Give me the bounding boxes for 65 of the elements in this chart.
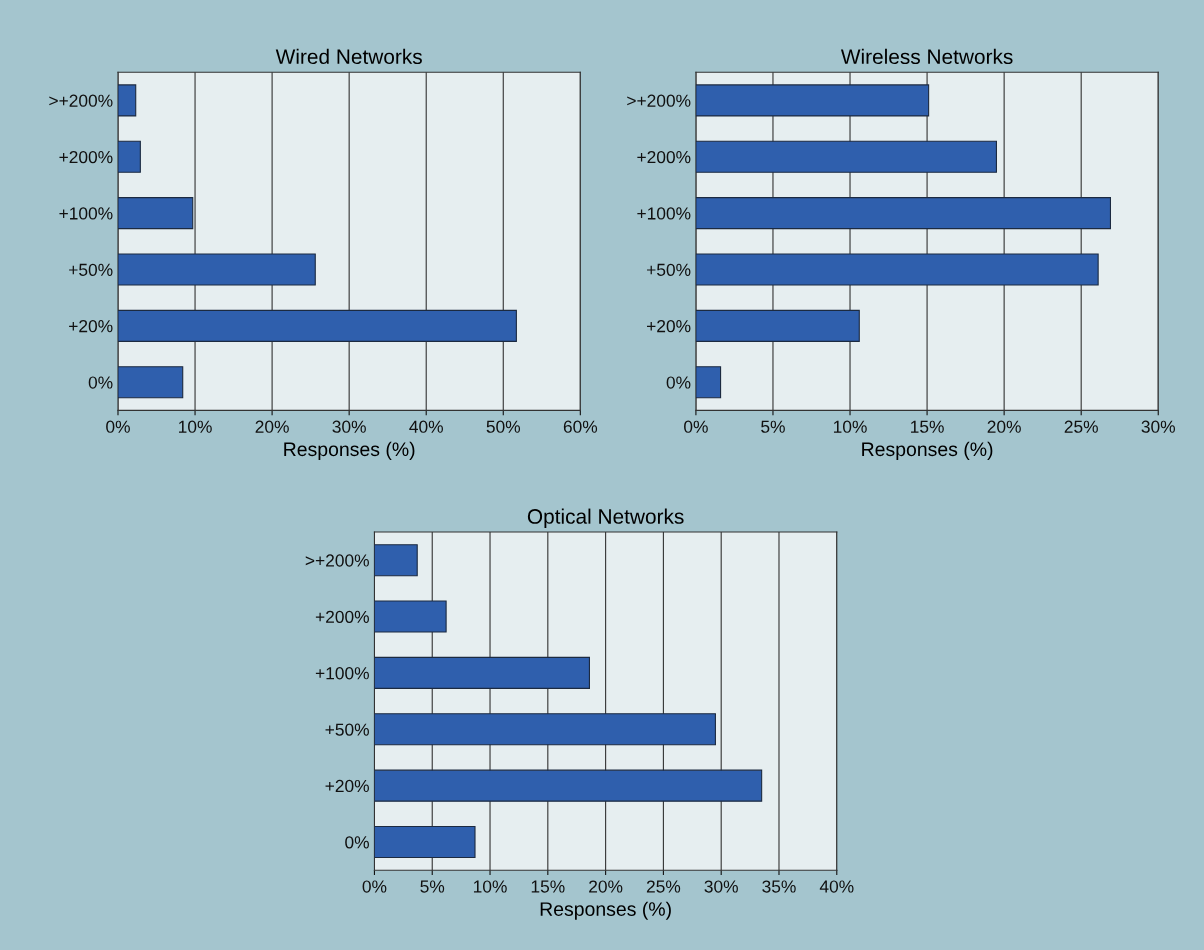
y-tick-label: +20% xyxy=(325,779,369,793)
x-tick-label: 10% xyxy=(179,420,212,433)
x-tick-label: 30% xyxy=(1141,420,1175,433)
bar xyxy=(695,253,1099,286)
y-tick-label: +50% xyxy=(325,723,369,736)
x-tick-label: 0% xyxy=(106,420,130,433)
x-axis-title: Responses (%) xyxy=(540,901,671,920)
y-tick-label: 0% xyxy=(88,376,113,389)
y-tick-label: +100% xyxy=(59,207,113,220)
x-tick-label: 5% xyxy=(420,880,445,893)
chart-title: Wired Networks xyxy=(275,48,422,65)
bar xyxy=(374,769,763,802)
bar xyxy=(695,84,930,117)
y-tick-label: 0% xyxy=(345,836,369,849)
x-tick-label: 5% xyxy=(761,420,785,433)
x-tick-label: 25% xyxy=(1064,420,1098,433)
y-tick-label: +20% xyxy=(69,320,113,333)
y-tick-label: +20% xyxy=(647,320,691,333)
x-tick-label: 0% xyxy=(684,420,708,433)
y-tick-label: >+200% xyxy=(627,94,691,107)
x-tick-label: 10% xyxy=(833,420,867,433)
x-tick-label: 40% xyxy=(409,420,443,433)
x-tick-label: 40% xyxy=(819,880,854,893)
bar xyxy=(117,309,517,342)
y-tick-label: +200% xyxy=(637,150,691,164)
x-axis-title: Responses (%) xyxy=(862,441,993,460)
y-tick-label: +200% xyxy=(59,150,113,164)
y-tick-label: +100% xyxy=(315,667,369,680)
x-tick-label: 20% xyxy=(255,420,289,433)
y-tick-label: +100% xyxy=(637,207,691,220)
bar xyxy=(695,140,997,173)
y-tick-label: +50% xyxy=(69,263,113,276)
bar xyxy=(117,140,141,173)
bar xyxy=(117,366,184,399)
bar xyxy=(374,656,590,689)
bar xyxy=(117,84,137,117)
x-tick-label: 20% xyxy=(987,420,1021,433)
bar xyxy=(695,309,860,342)
x-tick-label: 15% xyxy=(911,420,944,433)
y-tick-label: +200% xyxy=(315,610,369,624)
bar xyxy=(374,713,716,746)
x-tick-label: 0% xyxy=(362,880,387,893)
chart-title: Optical Networks xyxy=(527,508,684,528)
x-axis-title: Responses (%) xyxy=(284,441,415,460)
bar xyxy=(374,544,418,577)
x-tick-label: 20% xyxy=(589,880,623,893)
y-tick-label: >+200% xyxy=(49,94,113,107)
x-tick-label: 30% xyxy=(704,880,738,893)
x-tick-label: 15% xyxy=(531,880,565,893)
bar xyxy=(374,825,476,859)
bar xyxy=(374,600,447,633)
x-tick-label: 25% xyxy=(646,880,681,893)
x-tick-label: 10% xyxy=(473,880,507,893)
x-tick-label: 30% xyxy=(332,420,366,433)
x-tick-label: 60% xyxy=(563,420,598,433)
bar xyxy=(695,197,1112,230)
bar xyxy=(117,253,316,286)
x-tick-label: 35% xyxy=(762,880,796,893)
chart-title: Wireless Networks xyxy=(840,48,1013,65)
x-tick-label: 50% xyxy=(486,420,521,433)
bar xyxy=(117,197,194,230)
y-tick-label: >+200% xyxy=(305,554,369,567)
bar xyxy=(695,366,722,399)
y-tick-label: 0% xyxy=(666,376,691,389)
y-tick-label: +50% xyxy=(647,263,691,276)
